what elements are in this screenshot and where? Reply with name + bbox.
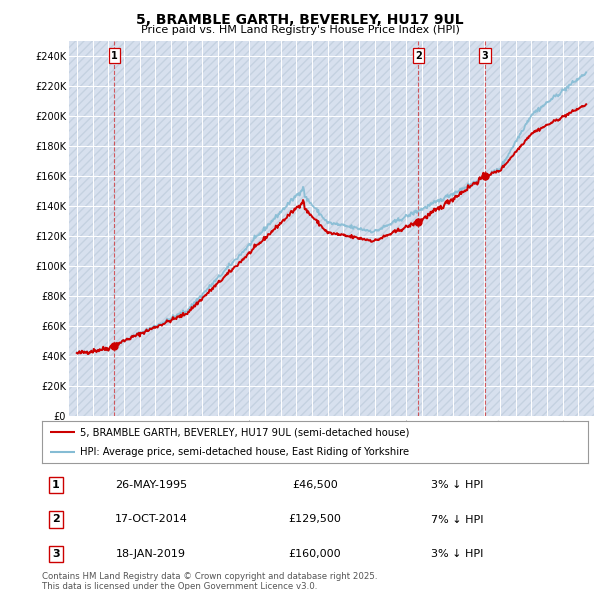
Text: 1: 1 [111,51,118,61]
Text: 3% ↓ HPI: 3% ↓ HPI [431,480,483,490]
Text: £46,500: £46,500 [292,480,338,490]
Text: 3% ↓ HPI: 3% ↓ HPI [431,549,483,559]
Text: £129,500: £129,500 [289,514,341,525]
Text: 18-JAN-2019: 18-JAN-2019 [116,549,186,559]
Text: 5, BRAMBLE GARTH, BEVERLEY, HU17 9UL (semi-detached house): 5, BRAMBLE GARTH, BEVERLEY, HU17 9UL (se… [80,427,410,437]
Text: Contains HM Land Registry data © Crown copyright and database right 2025.
This d: Contains HM Land Registry data © Crown c… [42,572,377,590]
Text: 5, BRAMBLE GARTH, BEVERLEY, HU17 9UL: 5, BRAMBLE GARTH, BEVERLEY, HU17 9UL [136,13,464,27]
Text: 2: 2 [52,514,59,525]
Text: £160,000: £160,000 [289,549,341,559]
Text: Price paid vs. HM Land Registry's House Price Index (HPI): Price paid vs. HM Land Registry's House … [140,25,460,35]
Text: 1: 1 [52,480,59,490]
Text: 26-MAY-1995: 26-MAY-1995 [115,480,187,490]
Text: 17-OCT-2014: 17-OCT-2014 [115,514,188,525]
Text: 3: 3 [482,51,488,61]
Text: 2: 2 [415,51,422,61]
Text: 3: 3 [52,549,59,559]
Text: 7% ↓ HPI: 7% ↓ HPI [431,514,483,525]
Text: HPI: Average price, semi-detached house, East Riding of Yorkshire: HPI: Average price, semi-detached house,… [80,447,409,457]
